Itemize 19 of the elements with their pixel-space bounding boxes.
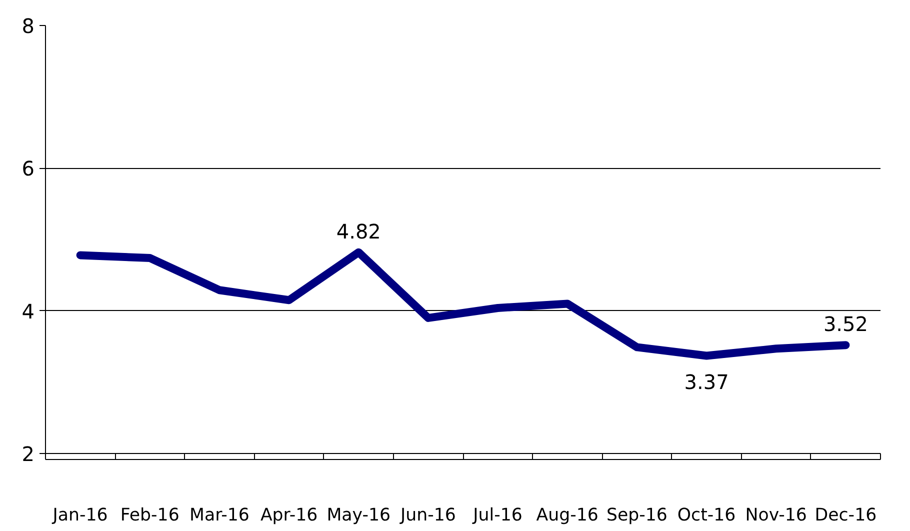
y-tick-label: 4: [22, 299, 35, 324]
data-label: 3.37: [684, 370, 729, 394]
y-tick-label: 6: [22, 156, 35, 181]
y-tick-label: 2: [22, 442, 35, 466]
x-tick-label: Feb-16: [120, 506, 180, 526]
x-tick-label: Nov-16: [745, 506, 807, 526]
x-tick-label: Jan-16: [52, 506, 108, 526]
data-label: 3.52: [823, 312, 868, 336]
y-tick-label: 8: [22, 14, 35, 38]
x-tick-label: Jul-16: [472, 506, 522, 526]
data-label: 4.82: [336, 219, 381, 244]
x-tick-label: May-16: [326, 506, 391, 526]
x-tick-label: Dec-16: [814, 506, 877, 526]
x-tick-label: Sep-16: [606, 506, 668, 526]
x-tick-label: Jun-16: [400, 506, 456, 526]
x-tick-label: Apr-16: [260, 506, 318, 526]
x-tick-label: Mar-16: [190, 506, 250, 526]
x-tick-label: Aug-16: [536, 506, 598, 526]
x-tick-label: Oct-16: [677, 506, 736, 526]
